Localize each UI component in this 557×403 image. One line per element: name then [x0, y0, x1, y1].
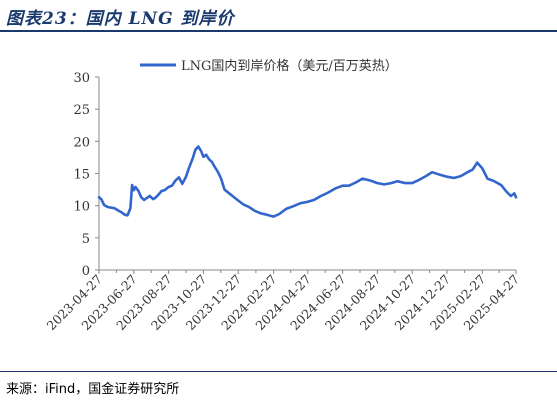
series-line [97, 145, 518, 218]
source-note: 来源：iFind，国金证券研究所 [6, 382, 180, 397]
y-tick-label: 0 [82, 264, 90, 279]
y-tick-label: 25 [73, 103, 90, 118]
y-tick-label: 30 [73, 71, 90, 86]
y-tick-label: 10 [73, 200, 90, 215]
y-tick-label: 5 [82, 232, 90, 247]
legend-label: LNG国内到岸价格（美元/百万英热） [181, 58, 398, 74]
series-layer [97, 145, 518, 218]
y-tick-label: 15 [73, 168, 90, 183]
y-axis: 0 5 10 15 20 25 30 [73, 71, 100, 279]
lng-price-chart: 0 5 10 15 20 25 30 2023-04-272023-06-272023-08… [44, 58, 523, 333]
y-tick-label: 20 [73, 135, 90, 150]
title-rule [0, 30, 557, 32]
source-rule [0, 371, 557, 372]
figure-title: 图表23：国内 LNG 到岸价 [6, 9, 235, 29]
x-axis: 2023-04-272023-06-272023-08-272023-10-27… [44, 269, 522, 333]
legend: LNG国内到岸价格（美元/百万英热） [140, 58, 398, 74]
